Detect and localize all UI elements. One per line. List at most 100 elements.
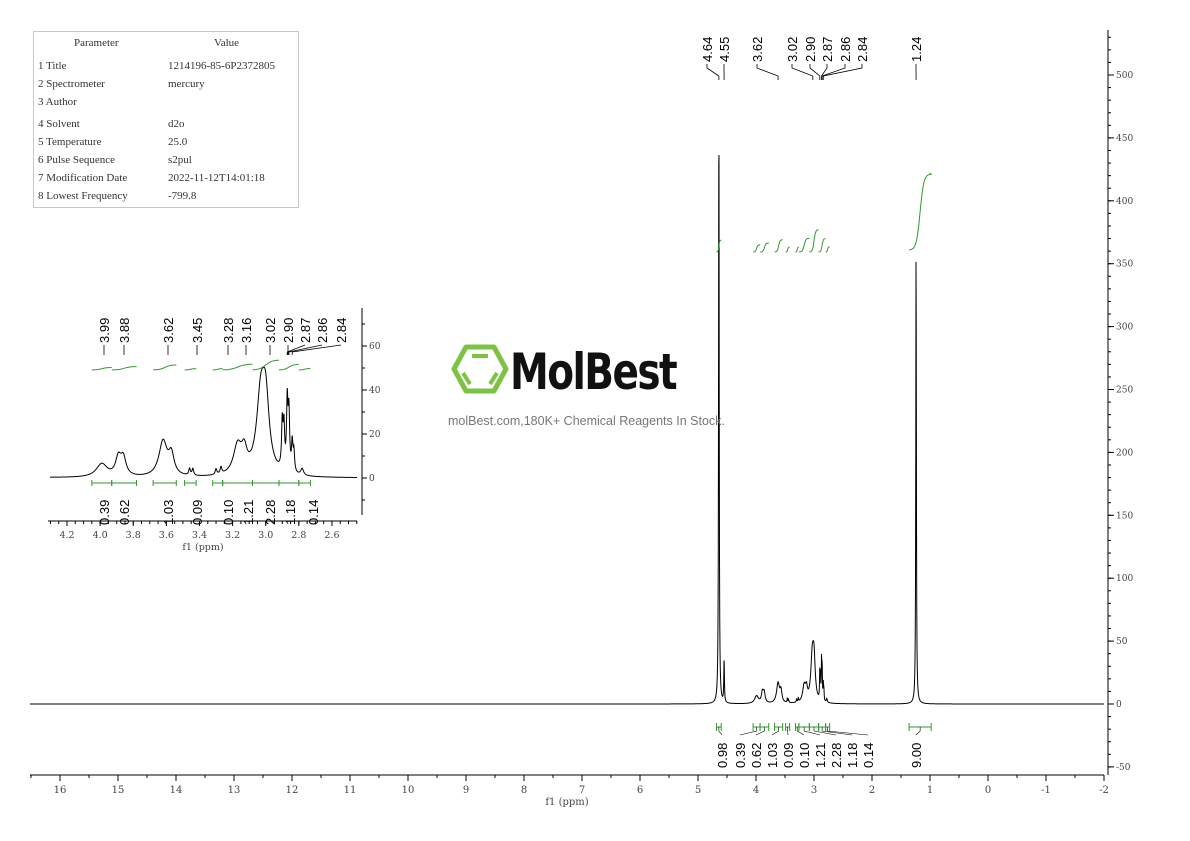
parameter-label: 2 Spectrometer — [38, 78, 105, 90]
parameter-header: Parameter — [74, 37, 119, 49]
integral-value: 9.00 — [909, 743, 924, 768]
parameter-value: s2pul — [168, 154, 192, 166]
x-tick-label: 9 — [463, 785, 469, 796]
x-tick-label: 2 — [869, 785, 875, 796]
x-tick-label: 15 — [112, 785, 125, 796]
integral-leader — [718, 727, 723, 736]
inset-x-tick-label: 2.6 — [324, 530, 339, 541]
inset-x-tick-label: 4.0 — [93, 530, 108, 541]
inset-peak-label: 3.02 — [263, 318, 278, 343]
inset-x-tick-label: 3.2 — [225, 530, 240, 541]
inset-integral-curve — [252, 359, 280, 371]
integral-value: 0.09 — [781, 743, 796, 768]
inset-x-tick-label: 4.2 — [59, 530, 74, 541]
peak-label: 4.64 — [700, 37, 715, 62]
inset-integral-value: 0.39 — [97, 500, 112, 525]
integral-curve — [809, 229, 819, 253]
peak-label: 3.62 — [750, 37, 765, 62]
inset-y-tick-label: 20 — [369, 430, 381, 440]
peak-label-leader — [822, 64, 863, 80]
x-tick-label: 7 — [579, 785, 585, 796]
parameter-value: 25.0 — [168, 136, 188, 148]
inset-peak-label-leader — [288, 344, 323, 355]
integral-leader — [813, 727, 837, 736]
inset-spectrum-line — [50, 366, 357, 478]
integral-value: 1.03 — [765, 743, 780, 768]
molbest-logo-icon — [451, 344, 509, 394]
parameter-value: 2022-11-12T14:01:18 — [168, 172, 265, 184]
y-tick-label: -50 — [1116, 763, 1131, 773]
y-tick-label: 200 — [1116, 448, 1133, 458]
watermark-tagline: molBest.com,180K+ Chemical Reagents In S… — [448, 414, 725, 428]
inset-integral-curve — [111, 366, 137, 371]
inset-integral-curve — [91, 367, 112, 371]
parameter-value: -799.8 — [168, 190, 197, 202]
inset-integral-curve — [153, 364, 177, 371]
peak-label-leader — [809, 64, 821, 80]
x-tick-label: 6 — [637, 785, 643, 796]
peak-label: 2.90 — [803, 37, 818, 62]
inset-y-tick-label: 60 — [369, 342, 381, 352]
y-tick-label: 0 — [1116, 700, 1122, 710]
parameter-value: mercury — [168, 78, 205, 90]
main-spectrum-line — [30, 155, 1104, 705]
integral-leader — [739, 727, 757, 736]
inset-peak-label-leader — [286, 344, 306, 355]
inset-integral-curve — [278, 363, 299, 371]
x-tick-label: -1 — [1041, 785, 1051, 796]
x-tick-label: 14 — [170, 785, 183, 796]
inset-integral-value: 0.62 — [117, 500, 132, 525]
inset-peak-label: 2.84 — [334, 318, 349, 343]
inset-peak-label: 3.88 — [117, 318, 132, 343]
integral-leader — [796, 727, 805, 736]
parameter-label: 6 Pulse Sequence — [38, 154, 115, 166]
y-tick-label: 350 — [1116, 260, 1133, 270]
parameter-table: Parameter Value 1 Title 1214196-85-6P2372… — [33, 31, 299, 208]
y-tick-label: 500 — [1116, 71, 1133, 81]
integral-leader — [771, 727, 779, 736]
integral-curve — [818, 238, 826, 253]
parameter-value: 1214196-85-6P2372805 — [168, 60, 275, 72]
molbest-logo-text: MolBest — [510, 343, 678, 401]
integral-leader — [755, 727, 765, 736]
y-tick-label: 450 — [1116, 134, 1133, 144]
parameter-label: 5 Temperature — [38, 136, 102, 148]
integral-leader — [821, 727, 853, 736]
integral-value: 2.28 — [829, 743, 844, 768]
peak-label: 2.86 — [838, 37, 853, 62]
integral-leader — [915, 727, 921, 736]
integral-curve — [825, 246, 830, 253]
x-tick-label: 1 — [927, 785, 933, 796]
peak-label: 3.02 — [785, 37, 800, 62]
integral-leader — [827, 727, 869, 736]
y-tick-label: 50 — [1116, 637, 1128, 647]
x-tick-label: 8 — [521, 785, 527, 796]
integral-value: 1.21 — [813, 743, 828, 768]
integral-curve — [760, 242, 769, 253]
parameter-value: d2o — [168, 118, 185, 130]
y-tick-label: 300 — [1116, 323, 1133, 333]
peak-label-leader — [706, 64, 720, 80]
inset-integral-curve — [222, 363, 253, 371]
integral-value: 0.14 — [861, 743, 876, 768]
y-tick-label: 100 — [1116, 574, 1133, 584]
x-tick-label: 13 — [228, 785, 241, 796]
peak-label-leader — [756, 64, 779, 80]
x-tick-label: 12 — [286, 785, 299, 796]
x-tick-label: 4 — [753, 785, 759, 796]
integral-value: 0.39 — [733, 743, 748, 768]
inset-x-tick-label: 2.8 — [291, 530, 306, 541]
peak-label-leader — [821, 64, 846, 80]
integral-value: 1.18 — [845, 743, 860, 768]
inset-y-tick-label: 40 — [369, 386, 381, 396]
inset-y-tick-label: 0 — [369, 474, 375, 484]
inset-x-tick-label: 3.4 — [192, 530, 207, 541]
parameter-label: 1 Title — [38, 60, 67, 72]
x-tick-label: 16 — [54, 785, 67, 796]
integral-curve — [785, 246, 790, 253]
peak-label: 2.87 — [820, 37, 835, 62]
integral-value: 0.10 — [797, 743, 812, 768]
value-header: Value — [214, 37, 240, 49]
